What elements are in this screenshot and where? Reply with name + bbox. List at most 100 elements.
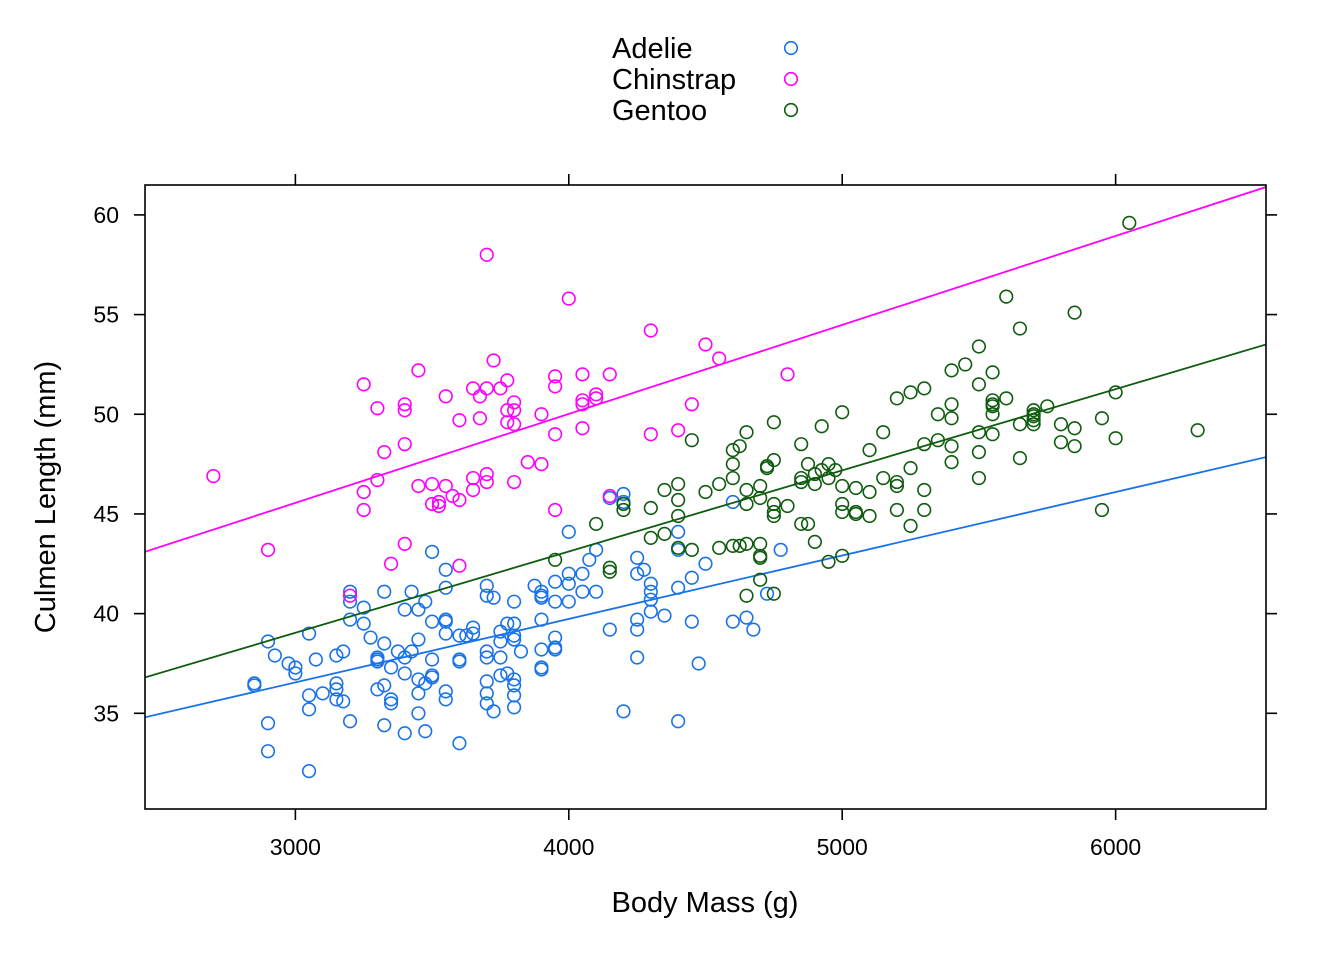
adelie-point (452, 654, 467, 669)
gentoo-point (1094, 411, 1110, 426)
gentoo-point (616, 502, 631, 518)
chinstrap-point (342, 588, 358, 603)
gentoo-point (671, 540, 686, 555)
adelie-point (383, 696, 399, 711)
adelie-point (260, 744, 276, 759)
adelie-point (548, 594, 563, 609)
adelie-point (561, 566, 576, 581)
adelie-point (383, 692, 399, 707)
adelie-point (739, 610, 754, 625)
gentoo-point (657, 482, 672, 498)
chinstrap-point (507, 474, 522, 490)
adelie-point (411, 672, 426, 687)
gentoo-point (835, 478, 850, 494)
gentoo-point (548, 552, 563, 567)
gentoo-point (999, 289, 1014, 304)
adelie-point (404, 644, 419, 659)
adelie-point (438, 626, 453, 641)
gentoo-point (917, 381, 932, 396)
chinstrap-point (356, 502, 371, 518)
adelie-point (575, 584, 590, 599)
gentoo-point (1012, 417, 1028, 432)
adelie-point (643, 576, 658, 591)
adelie-point (363, 630, 378, 645)
adelie-point (418, 594, 433, 609)
gentoo-point (985, 393, 1000, 408)
y-tick-label-60: 60 (93, 202, 119, 228)
gentoo-point (917, 482, 932, 498)
adelie-point (630, 622, 645, 637)
adelie-point (507, 678, 522, 693)
chinstrap-point (397, 437, 412, 452)
chinstrap-point (431, 498, 447, 514)
y-axis-label: Culmen Length (mm) (30, 361, 62, 633)
adelie-point (438, 692, 453, 707)
chinstrap-fit-line (145, 186, 1266, 553)
gentoo-point (753, 490, 768, 506)
chinstrap-point (356, 377, 371, 392)
gentoo-point (985, 407, 1000, 422)
gentoo-point (930, 407, 946, 422)
chinstrap-point (548, 369, 563, 384)
gentoo-point (616, 496, 631, 512)
gentoo-point (712, 476, 727, 492)
chinstrap-point (397, 536, 412, 551)
series-adelie (145, 456, 1266, 779)
adelie-point (630, 550, 645, 565)
chinstrap-point (452, 413, 467, 428)
adelie-point (486, 590, 501, 605)
adelie-point (411, 706, 426, 721)
chinstrap-point (493, 381, 508, 396)
adelie-point (479, 686, 494, 701)
chinstrap-point (507, 395, 522, 410)
gentoo-point (1190, 423, 1205, 438)
chinstrap-point (507, 403, 522, 418)
adelie-point (465, 620, 481, 635)
gentoo-point (821, 554, 836, 569)
adelie-point (589, 584, 604, 599)
gentoo-point (1122, 215, 1137, 230)
adelie-point (301, 688, 317, 703)
x-tick-label-6000: 6000 (1090, 834, 1141, 860)
plot-marks (145, 186, 1266, 779)
adelie-point (534, 590, 549, 605)
chinstrap-point (548, 502, 563, 518)
gentoo-point (876, 470, 891, 486)
chinstrap-point (356, 484, 371, 500)
gentoo-point (1094, 502, 1110, 518)
adelie-point (288, 666, 303, 681)
adelie-point (424, 544, 440, 559)
adelie-point (411, 632, 426, 647)
adelie-point (479, 644, 494, 659)
gentoo-point (800, 516, 816, 532)
gentoo-point (780, 498, 795, 514)
gentoo-point (944, 397, 959, 412)
gentoo-point (794, 516, 809, 532)
chinstrap-point (548, 379, 563, 394)
gentoo-fit-line (145, 343, 1266, 679)
adelie-point (342, 584, 358, 599)
adelie-point (684, 614, 699, 629)
gentoo-point (1053, 417, 1069, 432)
chinstrap-point (472, 411, 488, 426)
x-tick-label-4000: 4000 (543, 834, 594, 860)
gentoo-point (753, 536, 768, 551)
gentoo-point (657, 526, 672, 541)
legend-label-adelie: Adelie (612, 33, 693, 65)
gentoo-point (671, 492, 686, 508)
gentoo-point (917, 502, 932, 518)
chinstrap-point (643, 323, 658, 338)
chinstrap-point (260, 542, 276, 557)
gentoo-point (643, 530, 658, 545)
adelie-point (247, 676, 262, 691)
adelie-point (370, 682, 385, 697)
chinstrap-point (438, 389, 453, 404)
series-chinstrap (145, 186, 1266, 603)
adelie-point (377, 678, 392, 693)
gentoo-point (985, 399, 1000, 414)
y-tick-label-55: 55 (93, 302, 119, 328)
chinstrap-point (383, 556, 399, 571)
chinstrap-point (534, 407, 549, 422)
adelie-point (288, 660, 303, 675)
